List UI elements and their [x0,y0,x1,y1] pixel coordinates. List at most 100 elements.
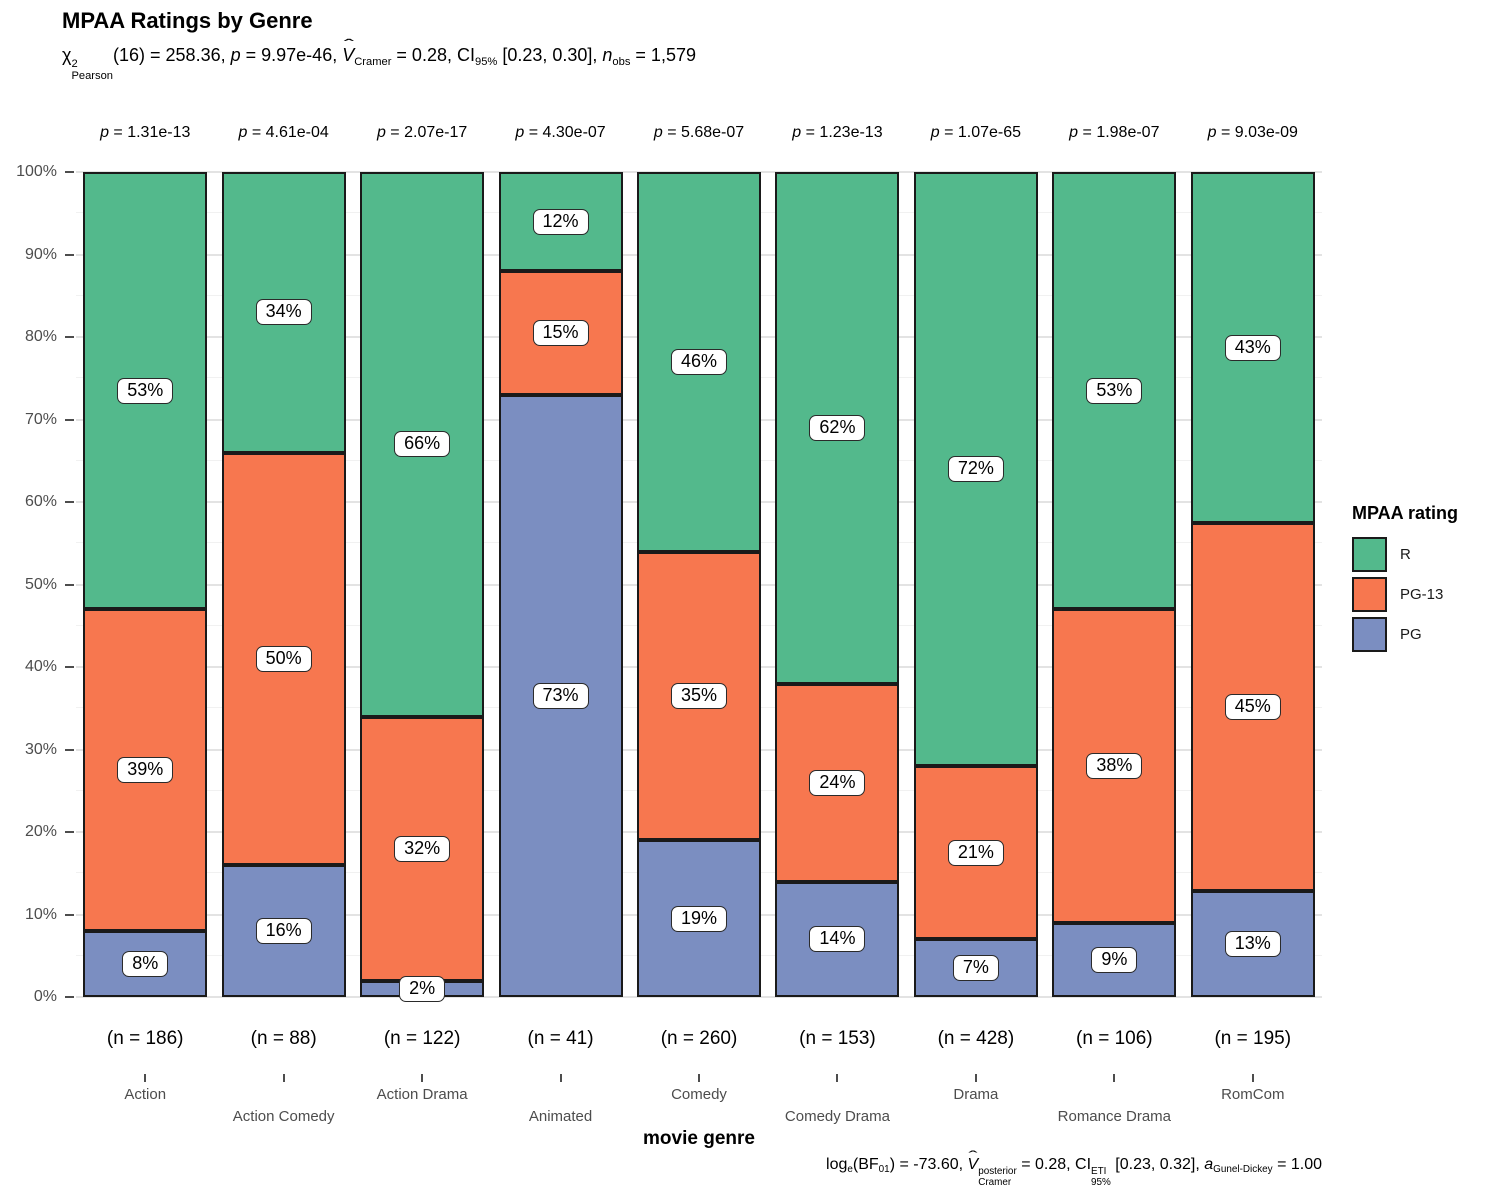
math-text: = 0.28, CI [1016,1156,1092,1173]
bar-segment-label: 46% [670,348,728,375]
math-text: p [230,45,241,65]
math-text: ) = -73.60, [889,1156,968,1173]
p-symbol: p [792,124,802,141]
p-symbol: p [1207,124,1217,141]
p-value-label: p = 1.31e-13 [100,124,191,141]
bar-segment-r [221,172,346,453]
genre-label: Animated [528,1108,593,1125]
x-tick [144,1074,147,1082]
math-text: log [826,1156,848,1173]
genre-label: Action [124,1086,167,1103]
x-tick [974,1074,977,1082]
bar-segment-label: 14% [809,926,866,953]
math-stack: 2 Pearson [71,57,114,83]
x-tick [1113,1074,1116,1082]
genre-label: Comedy Drama [784,1108,890,1125]
y-tick-label: 0% [33,988,57,1005]
legend-item: R [1352,537,1458,572]
genre-label: Action Drama [376,1086,468,1103]
bar-segment-label: 24% [809,769,866,796]
math-stack: posterior Cramer [978,1165,1017,1189]
legend-swatch [1352,537,1387,572]
x-axis-title: movie genre [643,1128,755,1149]
genre-label: Comedy [671,1086,727,1103]
x-tick [698,1074,700,1082]
y-tick-label: 80% [24,328,57,345]
math-subscript: e [847,1164,853,1176]
p-value-label: p = 4.61e-04 [238,124,329,141]
genre-label: RomCom [1221,1086,1285,1103]
p-symbol: p [930,124,940,141]
math-stack: ETI 95% [1091,1165,1111,1189]
bar-segment-label: 2% [399,975,446,1002]
x-tick [836,1074,839,1082]
sample-size-label: (n = 122) [383,1028,461,1049]
y-tick [65,418,74,421]
genre-label: Action Comedy [232,1108,335,1125]
math-subscript: 01 [878,1164,890,1176]
math-subscript: obs [612,55,631,68]
math-text: [0.23, 0.30], [497,45,603,65]
major-gridline [76,996,1322,998]
bar-segment-label: 12% [532,208,589,235]
y-tick [65,501,74,503]
math-subscript: Cramer [354,55,392,68]
math-text: (BF [852,1156,879,1173]
y-tick-label: 90% [24,245,57,263]
p-value-label: p = 9.03e-09 [1207,124,1298,141]
y-tick [65,996,74,998]
bar-segment-label: 50% [255,645,312,672]
chart-title: MPAA Ratings by Genre [62,8,313,33]
sample-size-label: (n = 428) [937,1028,1015,1049]
bar-segment-label: 15% [532,319,589,346]
math-subscript: Gunel-Dickey [1213,1164,1273,1176]
legend-items: R PG-13 PG [1352,537,1458,652]
y-tick-label: 20% [24,823,57,840]
legend-item-label: R [1400,546,1411,563]
y-tick [65,583,74,586]
p-value-label: p = 1.98e-07 [1069,124,1160,141]
bar-segment-label: 38% [1086,753,1143,779]
sample-size-label: (n = 195) [1214,1028,1292,1049]
bar-segment-label: 45% [1224,694,1281,721]
legend-item-label: PG-13 [1400,586,1444,603]
bar-segment-label: 9% [1091,946,1138,973]
genre-label: Drama [953,1086,999,1103]
y-tick [65,748,74,751]
hat-accent: ˆ [968,1148,978,1165]
y-tick [65,171,74,173]
bar-segment-label: 73% [532,682,589,709]
p-symbol: p [100,124,109,141]
y-tick [65,831,74,833]
sample-size-label: (n = 41) [527,1028,594,1049]
bar-segment-label: 62% [809,414,866,441]
legend: MPAA rating R PG-13 PG [1352,503,1458,657]
math-text: n [602,45,613,65]
y-tick-label: 50% [24,575,57,593]
bar-segment-r [775,172,900,684]
bar-segment-label: 16% [255,918,312,944]
bar-segment-label: 32% [394,835,451,862]
x-tick [282,1074,285,1082]
y-tick [65,336,74,338]
p-symbol: p [1069,124,1079,141]
sample-size-label: (n = 153) [799,1028,876,1049]
y-tick-label: 30% [24,740,57,758]
y-tick-label: 100% [16,163,57,180]
bar-segment-label: 43% [1224,334,1281,361]
y-tick-label: 40% [24,658,57,675]
bar-segment-label: 19% [670,905,728,932]
math-text: = 1,579 [630,45,696,65]
y-tick-label: 60% [24,493,57,510]
y-tick-label: 70% [24,410,57,428]
sample-size-label: (n = 88) [250,1028,317,1049]
bar-segment-r [360,172,485,717]
bar-segment-label: 21% [947,839,1004,866]
x-tick [1251,1074,1254,1082]
p-symbol: p [515,124,525,141]
sample-size-label: (n = 260) [660,1028,738,1049]
